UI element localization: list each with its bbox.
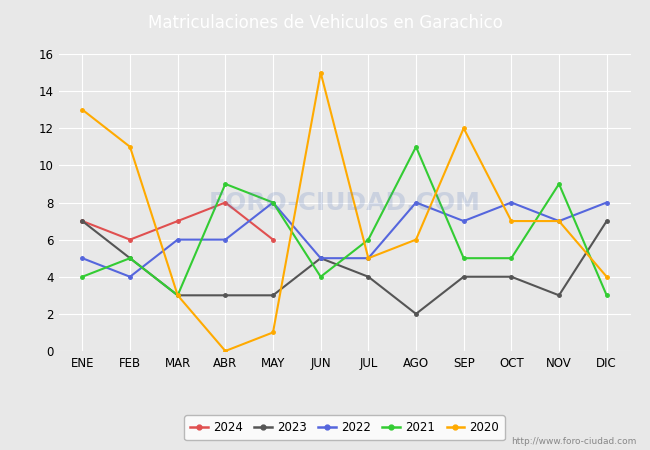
Legend: 2024, 2023, 2022, 2021, 2020: 2024, 2023, 2022, 2021, 2020 (185, 415, 504, 440)
Text: Matriculaciones de Vehiculos en Garachico: Matriculaciones de Vehiculos en Garachic… (148, 14, 502, 32)
Text: FORO-CIUDAD.COM: FORO-CIUDAD.COM (209, 190, 480, 215)
Text: http://www.foro-ciudad.com: http://www.foro-ciudad.com (512, 436, 637, 446)
